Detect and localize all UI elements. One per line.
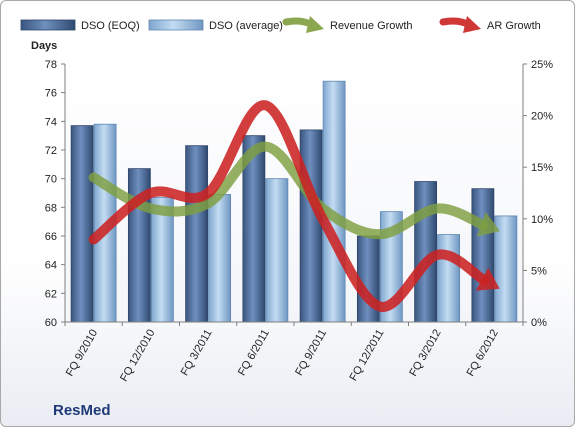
y2-tick-label: 25% bbox=[531, 59, 553, 71]
legend: DSO (EOQ) DSO (average) Revenue Growth AR G… bbox=[20, 16, 541, 33]
y-tick-label: 60 bbox=[45, 317, 57, 329]
y-tick-label: 72 bbox=[45, 145, 57, 157]
bar-dso-average-7 bbox=[494, 215, 518, 323]
legend-arrow-ar-growth bbox=[439, 16, 481, 33]
bar-dso-eoq-0 bbox=[70, 125, 94, 323]
y-tick-label: 68 bbox=[45, 202, 57, 214]
bar-dso-average-4 bbox=[322, 80, 346, 323]
bar-dso-eoq-2 bbox=[185, 145, 209, 323]
y2-tick-label: 10% bbox=[531, 214, 553, 226]
x-tick-label: FQ 6/2012 bbox=[465, 328, 501, 379]
x-tick-label: FQ 12/2011 bbox=[347, 328, 386, 384]
y-tick-label: 70 bbox=[45, 174, 57, 186]
x-tick-label: FQ 3/2011 bbox=[179, 328, 215, 378]
bar-dso-eoq-7 bbox=[471, 188, 495, 323]
y-tick-label: 76 bbox=[45, 88, 57, 100]
x-tick-label: FQ 6/2011 bbox=[236, 328, 272, 378]
y-tick-label: 64 bbox=[45, 260, 57, 272]
y-axis-title: Days bbox=[31, 40, 57, 52]
bar-dso-average-2 bbox=[208, 194, 232, 323]
x-tick-label: FQ 3/2012 bbox=[407, 328, 443, 379]
x-tick-label: FQ 9/2010 bbox=[64, 328, 100, 379]
y-tick-label: 66 bbox=[45, 231, 57, 243]
y2-tick-label: 20% bbox=[531, 111, 553, 123]
series-line-ar-growth bbox=[88, 100, 489, 312]
legend-label: AR Growth bbox=[487, 20, 541, 32]
legend-arrow-revenue-growth bbox=[282, 16, 324, 33]
brand-label: ResMed bbox=[53, 402, 111, 419]
legend-label: Revenue Growth bbox=[330, 20, 413, 32]
y-tick-label: 62 bbox=[45, 288, 57, 300]
y2-tick-label: 5% bbox=[531, 265, 547, 277]
x-tick-label: FQ 12/2010 bbox=[118, 328, 157, 384]
y-tick-label: 78 bbox=[45, 59, 57, 71]
legend-label: DSO (EOQ) bbox=[81, 20, 140, 32]
bar-dso-average-3 bbox=[265, 178, 289, 323]
series-line-revenue-growth bbox=[88, 141, 489, 240]
legend-label: DSO (average) bbox=[209, 20, 283, 32]
legend-swatch-dso-average bbox=[148, 19, 204, 31]
bar-dso-eoq-4 bbox=[299, 129, 323, 323]
y-ticks: 60 62 64 66 68 70 72 74 76 78 bbox=[45, 59, 65, 329]
y2-tick-label: 0% bbox=[531, 317, 547, 329]
arrowhead-ar-growth bbox=[475, 267, 500, 291]
legend-swatch-dso-eoq bbox=[20, 19, 76, 31]
arrowhead-revenue-growth bbox=[476, 212, 501, 237]
x-tick-label: FQ 9/2011 bbox=[293, 328, 329, 378]
bar-dso-average-6 bbox=[437, 234, 461, 323]
x-ticks: FQ 9/2010 FQ 12/2010 FQ 3/2011 FQ 6/2011 FQ … bbox=[64, 322, 524, 384]
y2-ticks: 0% 5% 10% 15% 20% 25% bbox=[523, 59, 553, 329]
y2-tick-label: 15% bbox=[531, 162, 553, 174]
y-tick-label: 74 bbox=[45, 116, 57, 128]
lines-layer bbox=[88, 100, 501, 312]
